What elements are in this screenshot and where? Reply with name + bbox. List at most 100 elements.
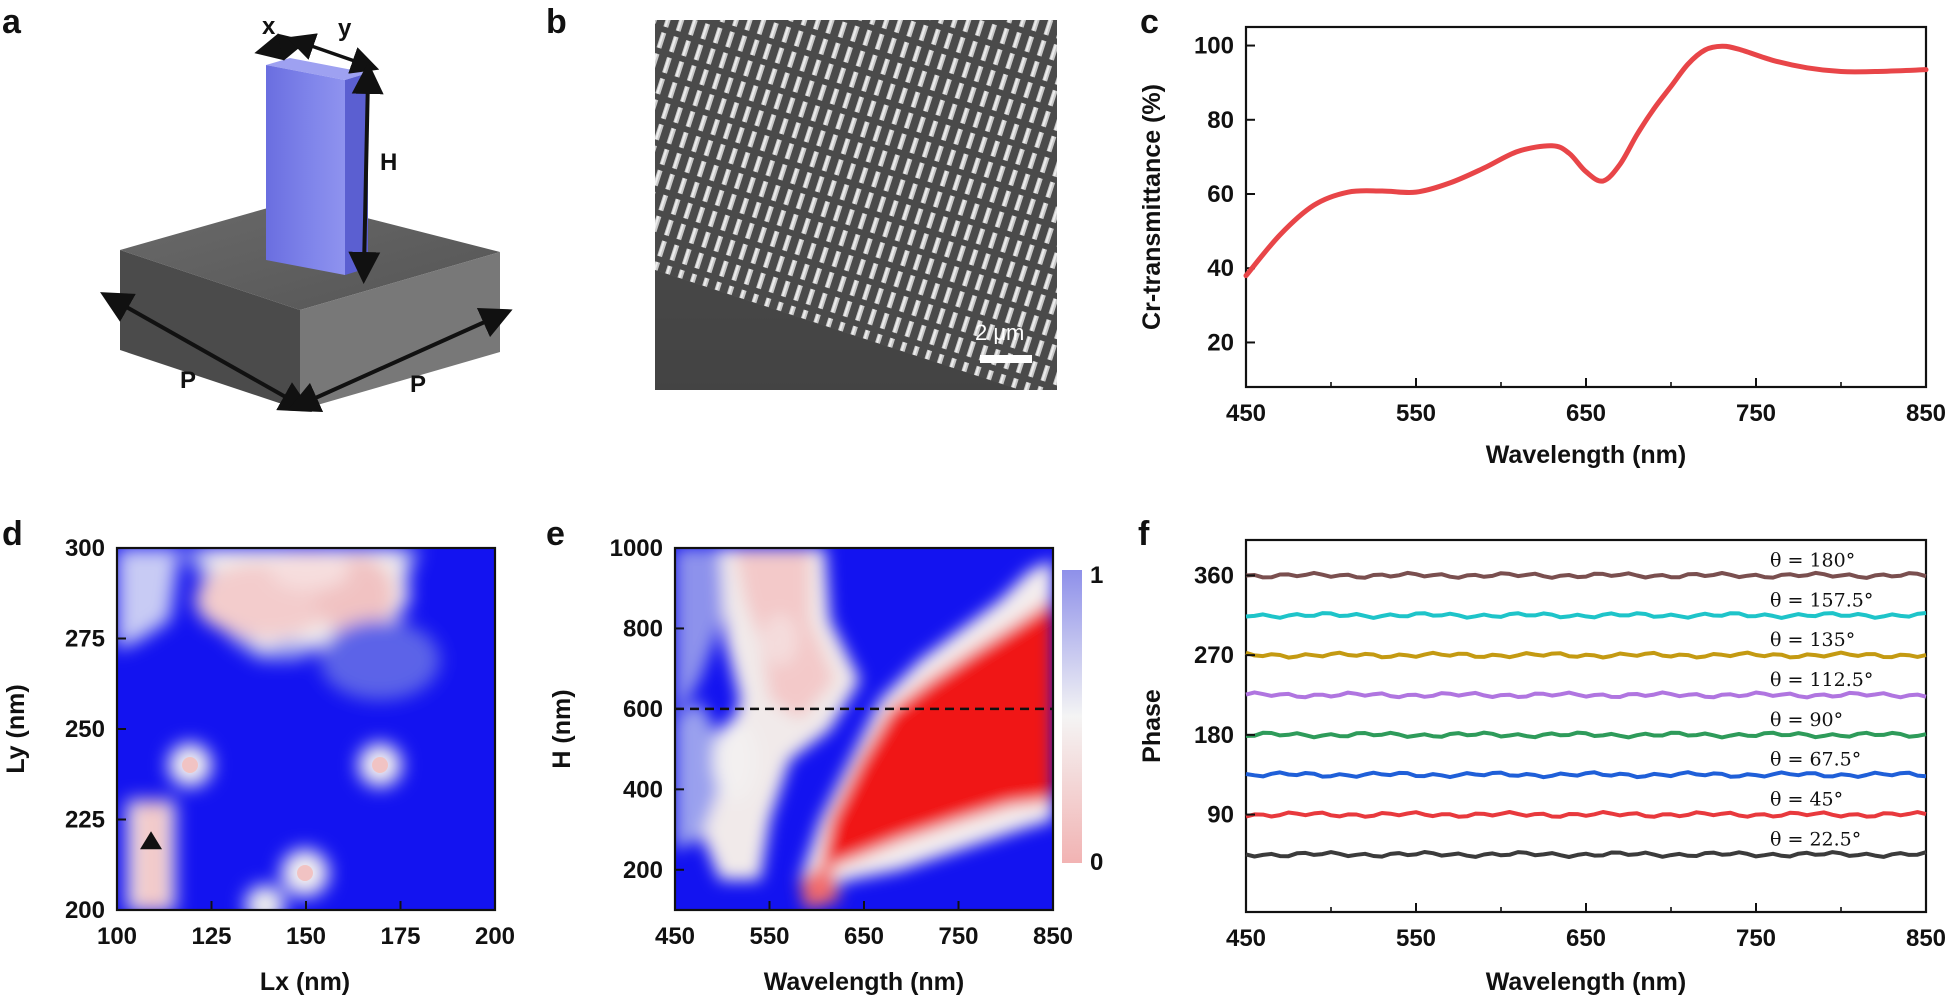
- colorbar-min-label: 0: [1090, 849, 1103, 876]
- y-axis-title-f: Phase: [1138, 689, 1166, 763]
- x-tick-label: 550: [1396, 400, 1436, 427]
- triangle-marker: [140, 831, 163, 850]
- phase-line-6: [1245, 650, 1927, 660]
- y-tick-label: 60: [1207, 181, 1234, 208]
- panel-c: c 450 550 650 750 850 20 40 60 80 100 Wavelength …: [1138, 3, 1946, 469]
- x-tick-label: 100: [97, 923, 137, 950]
- x-tick-label: 450: [1226, 925, 1266, 952]
- y-axis-title-d: Ly (nm): [2, 684, 30, 773]
- y-tick-label: 300: [65, 535, 105, 562]
- y-tick-label: 80: [1207, 107, 1234, 134]
- scale-bar: [980, 355, 1032, 363]
- x-tick-label: 750: [1736, 925, 1776, 952]
- pillar-body: [266, 65, 345, 275]
- y-tick-label: 100: [1194, 33, 1234, 60]
- series-label-7: θ = 157.5°: [1770, 589, 1873, 611]
- panel-label-f: f: [1138, 515, 1150, 553]
- series-label-8: θ = 180°: [1770, 549, 1855, 571]
- axis-ticks-f: 450 550 650 750 850 90 180 270 360: [1194, 562, 1946, 952]
- x-tick-label: 650: [1566, 400, 1606, 427]
- x-tick-label: 850: [1906, 925, 1946, 952]
- y-tick-label: 270: [1194, 642, 1234, 669]
- dim-label-h: H: [380, 149, 397, 176]
- series-label-2: θ = 45°: [1770, 789, 1843, 811]
- series-label-6: θ = 135°: [1770, 629, 1855, 651]
- heatmap-d: [117, 548, 495, 910]
- phase-lines: θ = 22.5° θ = 45° θ = 67.5° θ = 90° θ = 112.…: [1245, 549, 1927, 859]
- panel-d: d 100 125 150 175 200: [2, 515, 515, 996]
- x-tick-label: 550: [1396, 925, 1436, 952]
- panel-f: f θ = 22.5° θ = 45° θ = 67.5° θ = 90° θ = 11…: [1138, 515, 1946, 996]
- x-axis-title-d: Lx (nm): [260, 968, 350, 996]
- series-label-5: θ = 112.5°: [1770, 669, 1873, 691]
- phase-line-8: [1245, 570, 1927, 580]
- phase-line-2: [1245, 810, 1927, 819]
- panel-label-e: e: [546, 515, 565, 553]
- dim-label-y: y: [338, 15, 352, 42]
- panel-b: b 2 μm: [546, 3, 1057, 390]
- y-tick-label: 250: [65, 716, 105, 743]
- panel-label-b: b: [546, 3, 567, 41]
- p-right-dimension-arrow: [287, 307, 513, 413]
- colorbar: [1062, 570, 1082, 863]
- phase-line-7: [1245, 611, 1927, 620]
- y-tick-label: 20: [1207, 329, 1234, 356]
- dim-label-p-right: P: [410, 371, 426, 398]
- x-tick-label: 450: [655, 923, 695, 950]
- y-tick-label: 600: [623, 696, 663, 723]
- y-tick-label: 275: [65, 626, 105, 653]
- y-tick-label: 90: [1207, 802, 1234, 829]
- x-tick-label: 750: [1736, 400, 1776, 427]
- x-tick-label: 850: [1033, 923, 1073, 950]
- axis-ticks-e: 450 550 650 750 850 200 400 600 800 1000: [610, 535, 1073, 950]
- series-label-4: θ = 90°: [1770, 709, 1843, 731]
- heatmap-e: [675, 548, 1053, 910]
- x-tick-label: 150: [286, 923, 326, 950]
- x-tick-label: 750: [938, 923, 978, 950]
- y-tick-label: 225: [65, 807, 105, 834]
- x-axis-title-c: Wavelength (nm): [1486, 441, 1686, 469]
- x-tick-label: 850: [1906, 400, 1946, 427]
- panel-a: a x y H P P: [2, 3, 513, 413]
- x-tick-label: 450: [1226, 400, 1266, 427]
- y-tick-label: 180: [1194, 722, 1234, 749]
- y-tick-label: 1000: [610, 535, 663, 562]
- series-label-3: θ = 67.5°: [1770, 749, 1861, 771]
- phase-line-3: [1245, 770, 1927, 780]
- phase-line-4: [1245, 730, 1927, 740]
- panel-label-c: c: [1140, 3, 1159, 41]
- y-axis-title-e: H (nm): [548, 689, 576, 768]
- dim-label-p-left: P: [180, 367, 196, 394]
- plot-frame-c: [1244, 25, 1928, 389]
- x-tick-label: 175: [380, 923, 420, 950]
- x-tick-label: 650: [844, 923, 884, 950]
- y-axis-title-c: Cr-transmittance (%): [1138, 84, 1166, 330]
- axis-ticks-d: 100 125 150 175 200 200 225 250 275 300: [65, 535, 515, 950]
- y-tick-label: 200: [623, 857, 663, 884]
- y-tick-label: 40: [1207, 255, 1234, 282]
- y-tick-label: 400: [623, 776, 663, 803]
- x-axis-title-e: Wavelength (nm): [764, 968, 964, 996]
- phase-line-1: [1245, 850, 1927, 859]
- x-tick-label: 200: [475, 923, 515, 950]
- y-dimension-arrow: [286, 33, 380, 74]
- phase-line-5: [1245, 690, 1927, 700]
- y-tick-label: 200: [65, 897, 105, 924]
- panel-label-a: a: [2, 3, 22, 41]
- x-tick-label: 650: [1566, 925, 1606, 952]
- panel-e: e 1 0 450 550 650 750 850 200 400 600 800 1000 Wa…: [546, 515, 1103, 996]
- y-tick-label: 800: [623, 615, 663, 642]
- colorbar-max-label: 1: [1090, 562, 1103, 589]
- x-dimension-arrow: [254, 33, 308, 61]
- heatmap-e-regions: [675, 548, 1053, 910]
- sem-substrate-region: [655, 270, 1020, 390]
- transmittance-curve: [1243, 43, 1929, 279]
- p-left-dimension-arrow: [100, 292, 312, 412]
- dim-label-x: x: [262, 13, 276, 40]
- axis-ticks-c: 450 550 650 750 850 20 40 60 80 100: [1194, 33, 1946, 427]
- y-tick-label: 360: [1194, 562, 1234, 589]
- x-tick-label: 125: [191, 923, 231, 950]
- panel-label-d: d: [2, 515, 23, 553]
- x-tick-label: 550: [749, 923, 789, 950]
